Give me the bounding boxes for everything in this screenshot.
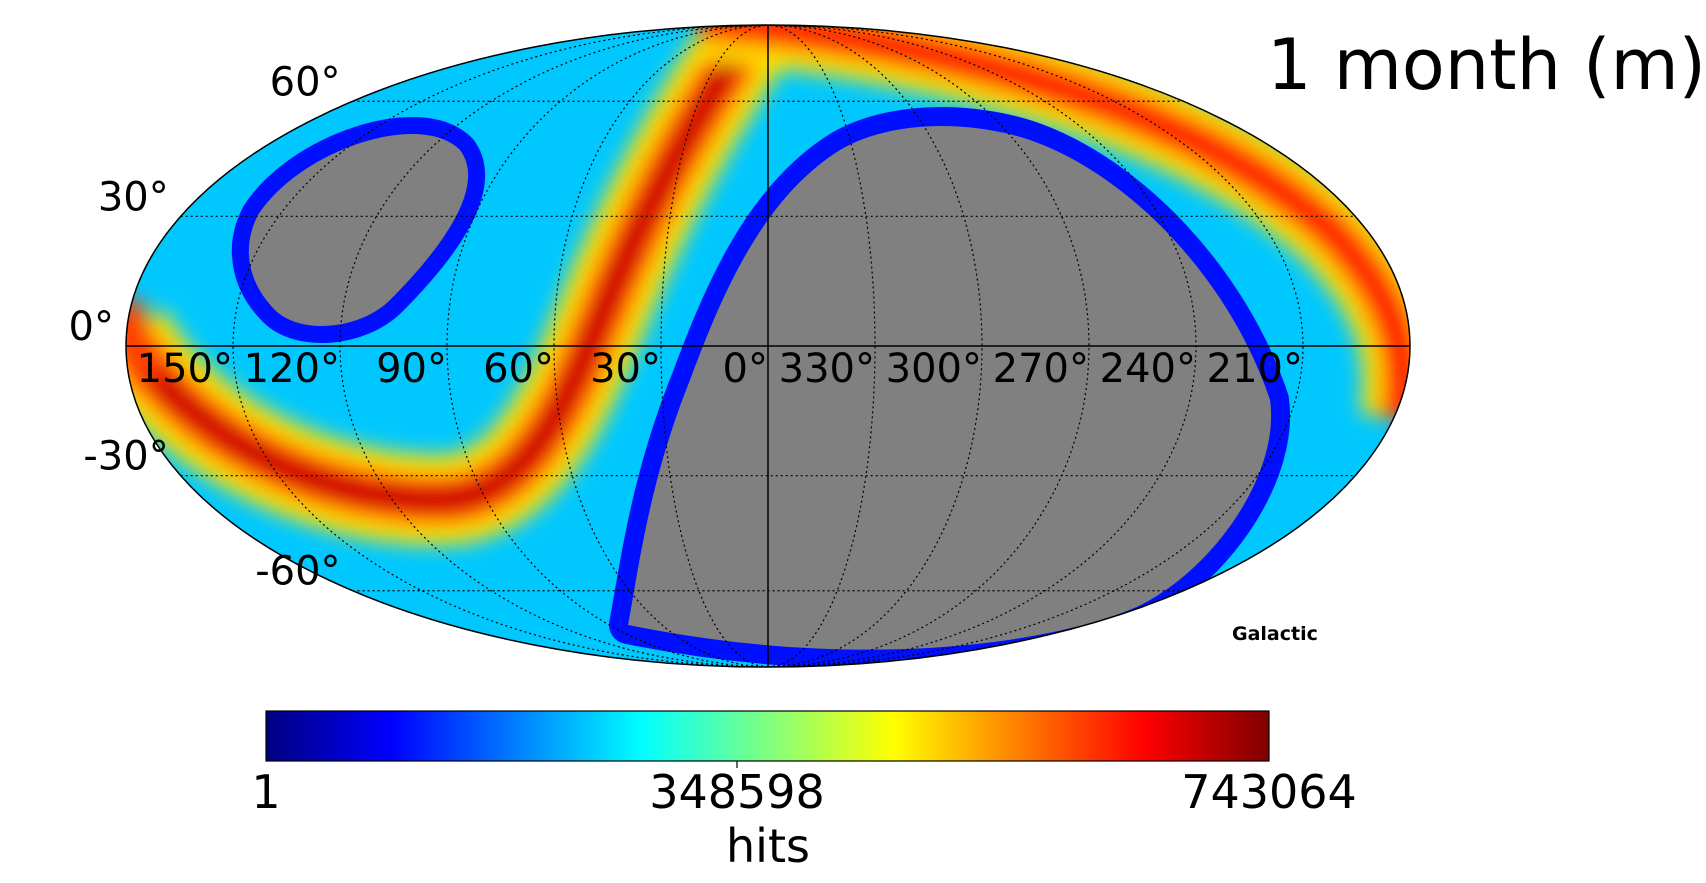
latitude-label: -30° — [83, 434, 168, 480]
latitude-label: 30° — [98, 174, 169, 220]
coord-system-label: Galactic — [1232, 623, 1318, 645]
colorbar-mid-label: 348598 — [649, 765, 825, 819]
map-outline — [125, 24, 1411, 668]
graticule-meridian — [767, 25, 876, 667]
latitude-label: -60° — [255, 549, 340, 595]
longitude-label: 60° — [483, 346, 554, 392]
longitude-label: 300° — [886, 346, 982, 392]
latitude-labels: 60° 30° 0° -30° -60° — [69, 59, 341, 594]
longitude-label: 210° — [1207, 346, 1303, 392]
longitude-label: 120° — [244, 346, 340, 392]
colorbar: 1 348598 743064 hits — [251, 710, 1357, 873]
longitude-label: 90° — [376, 346, 447, 392]
graticule-meridian — [767, 25, 1090, 667]
colorbar-min-label: 1 — [251, 765, 280, 819]
coverage-bands — [126, 25, 1410, 546]
longitude-label: 150° — [137, 346, 233, 392]
map-title: 1 month (m) — [1266, 24, 1706, 106]
longitude-label: 0° — [723, 346, 768, 392]
longitude-label: 240° — [1100, 346, 1196, 392]
colorbar-unit-label: hits — [726, 819, 810, 873]
colorbar-bar — [265, 710, 1270, 762]
longitude-labels: 150° 120° 90° 60° 30° 0° 330° 300° 270° 240° 210° — [137, 346, 1303, 392]
latitude-label: 60° — [270, 59, 341, 105]
graticule-meridian — [446, 25, 769, 667]
longitude-label: 30° — [590, 346, 661, 392]
map-body — [126, 25, 1410, 667]
latitude-label: 0° — [69, 304, 114, 350]
masked-region-north — [248, 134, 469, 327]
longitude-label: 270° — [993, 346, 1089, 392]
colorbar-max-label: 743064 — [1181, 765, 1357, 819]
masked-region-south — [628, 126, 1272, 650]
longitude-label: 330° — [779, 346, 875, 392]
graticule-meridian — [660, 25, 769, 667]
